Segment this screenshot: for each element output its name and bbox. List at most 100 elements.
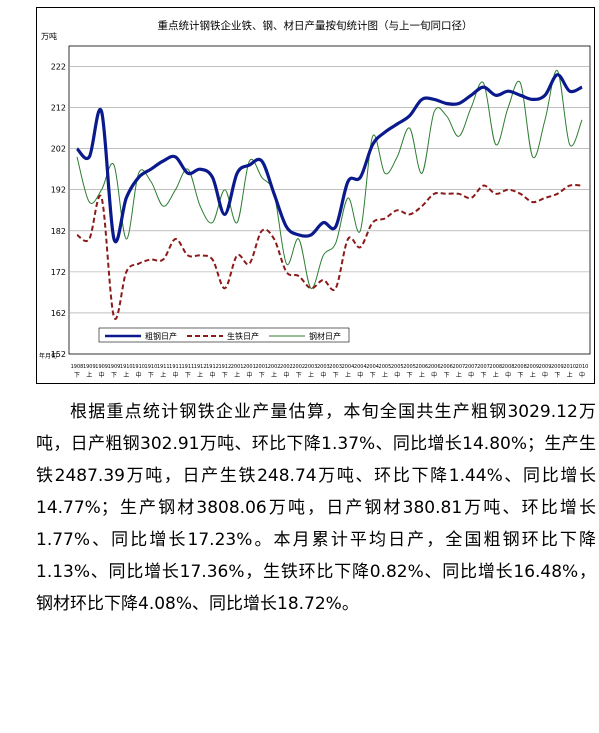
x-tick-label: 1911 — [169, 364, 182, 370]
legend-label: 粗钢日产 — [145, 331, 177, 341]
x-tick-label: 1911 — [157, 364, 170, 370]
x-period-label: 中 — [579, 371, 585, 379]
x-tick-label: 1912 — [206, 364, 219, 370]
chart-panel: 重点统计钢铁企业铁、钢、材日产量按旬统计图（与上一旬同口径） 万吨 152 162 17… — [36, 7, 595, 384]
x-tick-label: 2006 — [440, 364, 453, 370]
x-tick-label: 2003 — [329, 364, 342, 370]
x-period-label: 上 — [567, 371, 573, 379]
x-tick-label: 2001 — [243, 364, 256, 370]
x-tick-label: 2010 — [563, 364, 576, 370]
x-period-label: 中 — [320, 371, 326, 379]
x-period-label: 下 — [296, 372, 302, 379]
x-tick-label: 1909 — [108, 364, 121, 370]
x-period-label: 上 — [123, 371, 129, 379]
x-period-label: 中 — [99, 371, 105, 379]
x-period-label: 中 — [246, 371, 252, 379]
y-tick-label: 182 — [51, 227, 66, 236]
x-tick-label: 2002 — [280, 364, 293, 370]
x-period-label: 上 — [271, 371, 277, 379]
x-period-label: 下 — [185, 372, 191, 379]
series-line-2 — [76, 70, 583, 289]
x-period-label: 下 — [74, 372, 80, 379]
y-tick-label: 162 — [51, 309, 66, 318]
x-tick-label: 1909 — [95, 364, 108, 370]
y-tick-label: 172 — [51, 268, 66, 277]
x-tick-label: 1909 — [83, 364, 96, 370]
x-period-label: 上 — [345, 371, 351, 379]
x-period-label: 上 — [308, 371, 314, 379]
y-tick-label: 212 — [51, 104, 66, 113]
x-tick-label: 2006 — [416, 364, 429, 370]
x-tick-label: 1910 — [132, 364, 145, 370]
article-body: 根据重点统计钢铁企业产量估算，本旬全国共生产粗钢3029.12万吨，日产粗钢30… — [36, 396, 596, 620]
x-period-label: 中 — [209, 371, 215, 379]
x-period-label: 中 — [136, 371, 142, 379]
x-period-label: 下 — [259, 372, 265, 379]
x-tick-label: 2006 — [428, 364, 441, 370]
x-period-label: 上 — [234, 371, 240, 379]
x-tick-label: 1912 — [194, 364, 207, 370]
x-period-label: 上 — [197, 371, 203, 379]
x-period-label: 中 — [542, 371, 548, 379]
x-period-label: 上 — [456, 371, 462, 379]
x-period-label: 中 — [357, 371, 363, 379]
x-tick-label: 2008 — [489, 364, 502, 370]
x-period-label: 上 — [160, 371, 166, 379]
x-period-label: 下 — [444, 372, 450, 379]
x-axis-label: 年月旬 — [39, 352, 57, 360]
x-tick-label: 2007 — [477, 364, 490, 370]
x-tick-label: 1912 — [218, 364, 231, 370]
x-period-label: 下 — [333, 372, 339, 379]
summary-paragraph: 根据重点统计钢铁企业产量估算，本旬全国共生产粗钢3029.12万吨，日产粗钢30… — [36, 402, 596, 614]
plot-area — [68, 45, 591, 355]
x-period-label: 中 — [283, 371, 289, 379]
x-period-label: 下 — [480, 372, 486, 379]
x-period-label: 上 — [419, 371, 425, 379]
x-tick-label: 2001 — [231, 364, 244, 370]
x-tick-label: 2002 — [292, 364, 305, 370]
x-period-label: 下 — [222, 372, 228, 379]
x-tick-label: 2005 — [379, 364, 392, 370]
x-tick-label: 2002 — [268, 364, 281, 370]
chart-title: 重点统计钢铁企业铁、钢、材日产量按旬统计图（与上一旬同口径） — [158, 19, 473, 32]
legend-label: 钢材日产 — [309, 331, 341, 341]
x-tick-label: 2005 — [391, 364, 404, 370]
x-tick-label: 2004 — [354, 364, 367, 370]
x-period-label: 中 — [173, 371, 179, 379]
x-period-label: 下 — [370, 372, 376, 379]
line-chart: 重点统计钢铁企业铁、钢、材日产量按旬统计图（与上一旬同口径） 万吨 152 162 17… — [39, 19, 591, 379]
x-period-label: 下 — [148, 372, 154, 379]
x-tick-label: 1910 — [120, 364, 133, 370]
x-tick-label: 2009 — [539, 364, 552, 370]
series-line-0 — [75, 73, 583, 244]
x-period-label: 中 — [468, 371, 474, 379]
y-axis-label: 万吨 — [41, 31, 57, 41]
x-period-label: 中 — [431, 371, 437, 379]
x-period-label: 上 — [530, 371, 536, 379]
x-period-label: 中 — [394, 371, 400, 379]
x-tick-label: 2010 — [576, 364, 589, 370]
x-tick-label: 2009 — [526, 364, 539, 370]
x-period-label: 下 — [517, 372, 523, 379]
legend-label: 生铁日产 — [227, 331, 259, 341]
x-tick-label: 2007 — [465, 364, 478, 370]
y-tick-label: 202 — [51, 145, 66, 154]
y-tick-label: 192 — [51, 186, 66, 195]
x-tick-label: 2003 — [317, 364, 330, 370]
x-tick-label: 2008 — [502, 364, 515, 370]
x-tick-label: 1911 — [181, 364, 194, 370]
x-period-label: 下 — [554, 372, 560, 379]
x-tick-label: 1910 — [145, 364, 158, 370]
x-tick-label: 2005 — [403, 364, 416, 370]
series-line-1 — [76, 184, 583, 321]
x-tick-label: 2003 — [305, 364, 318, 370]
x-period-label: 上 — [382, 371, 388, 379]
x-tick-label: 2001 — [255, 364, 268, 370]
x-period-label: 上 — [86, 371, 92, 379]
x-tick-label: 2007 — [452, 364, 465, 370]
legend-box — [98, 327, 350, 343]
x-tick-label: 2008 — [514, 364, 527, 370]
x-tick-label: 2009 — [551, 364, 564, 370]
x-tick-label: 2004 — [366, 364, 379, 370]
x-tick-label: 2004 — [342, 364, 355, 370]
